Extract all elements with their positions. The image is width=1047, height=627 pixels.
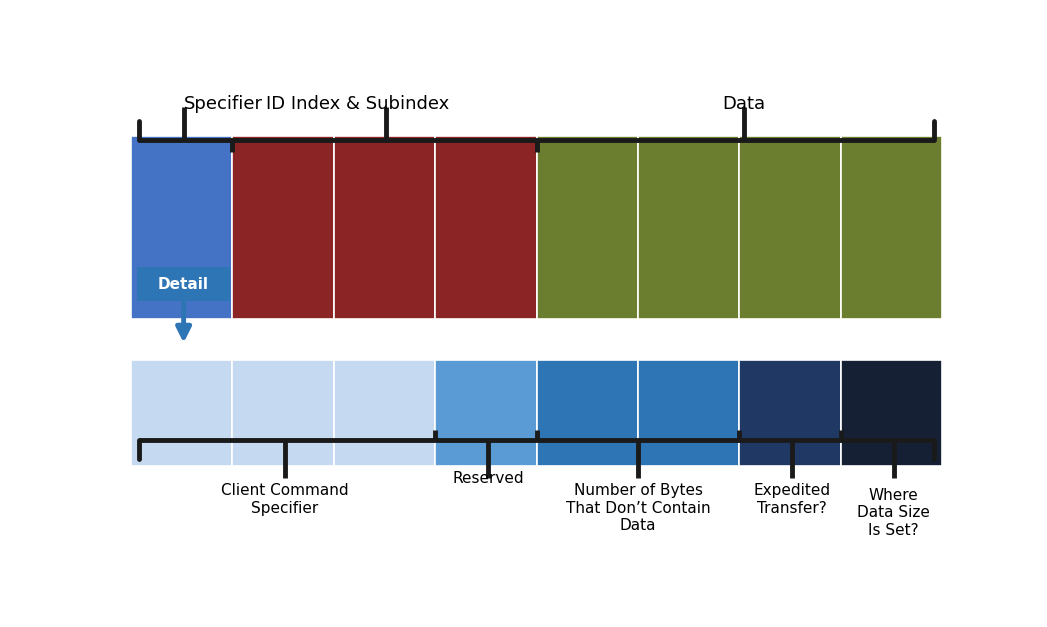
- Bar: [436, 135, 536, 319]
- Text: Number of Bytes
That Don’t Contain
Data: Number of Bytes That Don’t Contain Data: [565, 483, 710, 533]
- Bar: [841, 360, 942, 466]
- Text: Specifier: Specifier: [183, 95, 263, 113]
- Bar: [232, 360, 334, 466]
- Text: Where
Data Size
Is Set?: Where Data Size Is Set?: [857, 488, 930, 538]
- FancyBboxPatch shape: [137, 267, 230, 301]
- Bar: [638, 360, 739, 466]
- Bar: [232, 135, 334, 319]
- Bar: [537, 360, 638, 466]
- Bar: [739, 135, 841, 319]
- Bar: [131, 135, 232, 319]
- Bar: [739, 360, 841, 466]
- Bar: [841, 135, 942, 319]
- Bar: [537, 135, 638, 319]
- Text: Data: Data: [722, 95, 765, 113]
- Bar: [436, 360, 536, 466]
- Text: Detail: Detail: [158, 277, 209, 292]
- Bar: [334, 135, 436, 319]
- Text: ID Index & Subindex: ID Index & Subindex: [266, 95, 450, 113]
- Text: Client Command
Specifier: Client Command Specifier: [221, 483, 349, 515]
- Text: Expedited
Transfer?: Expedited Transfer?: [754, 483, 830, 515]
- Bar: [638, 135, 739, 319]
- Bar: [334, 360, 436, 466]
- Bar: [131, 360, 232, 466]
- Text: Reserved: Reserved: [452, 471, 524, 486]
